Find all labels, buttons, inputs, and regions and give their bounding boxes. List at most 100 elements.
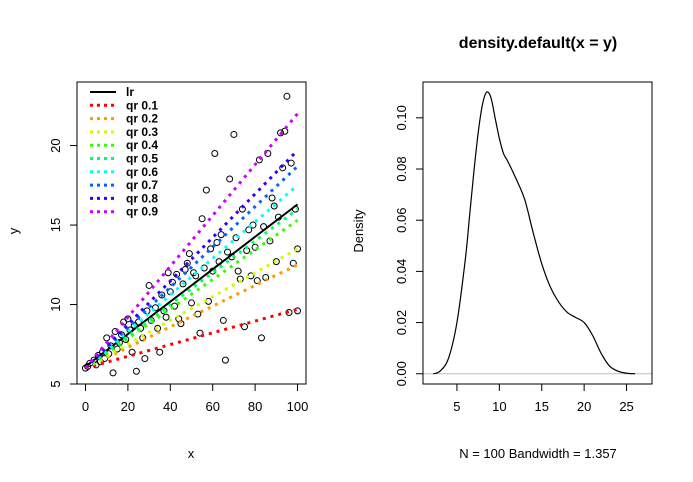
scatter-point	[219, 316, 227, 324]
scatter-point	[226, 175, 234, 183]
scatter-point	[245, 226, 253, 234]
density-x-tick-label: 25	[619, 399, 633, 414]
scatter-point	[151, 304, 159, 312]
fit-line-qr-0-4	[84, 219, 299, 370]
legend-label: qr 0.5	[126, 152, 158, 166]
scatter-point	[232, 234, 240, 242]
scatter-point	[158, 291, 166, 299]
legend-label: qr 0.4	[126, 138, 158, 152]
scatter-point	[230, 130, 238, 138]
density-x-label: N = 100 Bandwidth = 1.357	[459, 446, 617, 461]
fit-lines	[84, 112, 299, 370]
scatter-x-label: x	[188, 446, 195, 461]
scatter-point	[145, 281, 153, 289]
scatter-y-tick-label: 15	[48, 218, 63, 232]
legend-label: qr 0.8	[126, 191, 158, 205]
scatter-point	[272, 258, 280, 266]
density-y-tick-label: 0.04	[394, 259, 409, 284]
scatter-point	[224, 248, 232, 256]
scatter-point	[279, 164, 287, 172]
density-plot-frame	[422, 81, 653, 385]
density-y-tick-label: 0.02	[394, 310, 409, 335]
legend-label: qr 0.9	[126, 205, 158, 219]
fit-line-qr-0-3	[84, 247, 299, 370]
density-y-label: Density	[351, 209, 366, 253]
density-panel: density.default(x = y) 5 10 15 20 25 0.000.0…	[351, 35, 653, 461]
scatter-x-tick-label: 20	[121, 399, 135, 414]
scatter-point	[164, 269, 172, 277]
scatter-point	[257, 334, 265, 342]
density-x-tick-label: 15	[535, 399, 549, 414]
fit-line-lr	[84, 203, 299, 368]
scatter-y-label: y	[6, 227, 21, 234]
scatter-point	[289, 259, 297, 267]
scatter-point	[202, 186, 210, 194]
density-x-axis: 5 10 15 20 25	[453, 383, 634, 414]
scatter-y-axis: 5 10 15 20	[48, 138, 78, 388]
fit-line-qr-0-9	[84, 112, 299, 370]
scatter-point	[171, 302, 179, 310]
scatter-point	[196, 329, 204, 337]
density-x-tick-label: 10	[492, 399, 506, 414]
fit-line-qr-0-1	[85, 307, 298, 370]
scatter-plot-frame	[76, 81, 307, 385]
scatter-points	[81, 92, 302, 377]
density-y-tick-label: 0.10	[394, 105, 409, 130]
density-curve	[432, 91, 636, 375]
scatter-point	[156, 348, 164, 356]
density-y-tick-label: 0.06	[394, 208, 409, 233]
scatter-point	[234, 267, 242, 275]
density-x-tick-label: 5	[453, 399, 460, 414]
fit-line-qr-0-2	[84, 263, 299, 370]
scatter-point	[109, 369, 117, 377]
scatter-point	[217, 231, 225, 239]
fit-line-qr-0-5	[84, 207, 299, 370]
density-y-tick-label: 0.08	[394, 156, 409, 181]
scatter-point	[268, 194, 276, 202]
density-y-tick-label: 0.00	[394, 361, 409, 386]
scatter-point	[255, 156, 263, 164]
scatter-point	[213, 239, 221, 247]
legend-label: qr 0.3	[126, 125, 158, 139]
legend-label: qr 0.7	[126, 178, 158, 192]
legend-label: qr 0.2	[126, 112, 158, 126]
scatter-point	[185, 250, 193, 258]
scatter-x-axis: 0 20 40 60 80 100	[82, 383, 309, 414]
legend-label: qr 0.1	[126, 98, 158, 112]
scatter-point	[103, 334, 111, 342]
scatter-point	[111, 328, 119, 336]
scatter-y-tick-label: 20	[48, 138, 63, 152]
scatter-x-tick-label: 100	[287, 399, 309, 414]
scatter-point	[221, 356, 229, 364]
scatter-point	[283, 92, 291, 100]
scatter-point	[241, 323, 249, 331]
scatter-point	[124, 315, 132, 323]
scatter-point	[281, 127, 289, 135]
density-title: density.default(x = y)	[459, 35, 617, 52]
scatter-x-tick-label: 80	[248, 399, 262, 414]
density-x-tick-label: 20	[577, 399, 591, 414]
legend-label: lr	[126, 85, 134, 99]
scatter-point	[173, 270, 181, 278]
fit-line-qr-0-8	[84, 149, 299, 370]
scatter-point	[270, 202, 278, 210]
scatter-point	[211, 150, 219, 158]
scatter-point	[188, 299, 195, 307]
legend-label: qr 0.6	[126, 165, 158, 179]
scatter-point	[162, 313, 170, 321]
scatter-point	[253, 277, 261, 285]
scatter-x-tick-label: 60	[205, 399, 219, 414]
scatter-point	[277, 129, 285, 137]
scatter-point	[264, 150, 272, 158]
scatter-point	[198, 215, 206, 223]
scatter-x-tick-label: 0	[82, 399, 89, 414]
fit-line-qr-0-7	[84, 165, 299, 370]
density-y-axis: 0.00 0.02 0.04 0.06 0.08 0.10	[394, 105, 424, 386]
scatter-y-tick-label: 10	[48, 297, 63, 311]
scatter-point	[141, 355, 149, 363]
scatter-point	[207, 245, 215, 253]
scatter-point	[287, 159, 295, 167]
